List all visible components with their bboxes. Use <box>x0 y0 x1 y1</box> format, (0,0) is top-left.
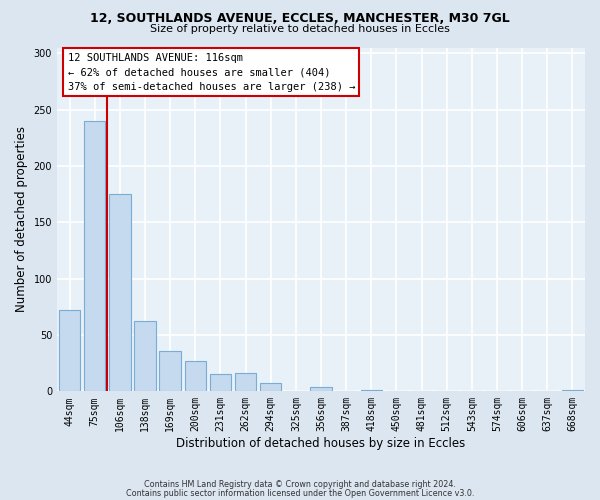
Bar <box>185 361 206 392</box>
Bar <box>134 322 156 392</box>
Bar <box>310 387 332 392</box>
Bar <box>260 384 281 392</box>
Bar <box>84 121 106 392</box>
X-axis label: Distribution of detached houses by size in Eccles: Distribution of detached houses by size … <box>176 437 466 450</box>
Text: 12 SOUTHLANDS AVENUE: 116sqm
← 62% of detached houses are smaller (404)
37% of s: 12 SOUTHLANDS AVENUE: 116sqm ← 62% of de… <box>68 52 355 92</box>
Text: Contains HM Land Registry data © Crown copyright and database right 2024.: Contains HM Land Registry data © Crown c… <box>144 480 456 489</box>
Bar <box>59 310 80 392</box>
Bar <box>109 194 131 392</box>
Text: Size of property relative to detached houses in Eccles: Size of property relative to detached ho… <box>150 24 450 34</box>
Bar <box>562 390 583 392</box>
Bar <box>235 374 256 392</box>
Y-axis label: Number of detached properties: Number of detached properties <box>15 126 28 312</box>
Bar <box>210 374 231 392</box>
Bar <box>361 390 382 392</box>
Text: Contains public sector information licensed under the Open Government Licence v3: Contains public sector information licen… <box>126 488 474 498</box>
Bar <box>160 350 181 392</box>
Text: 12, SOUTHLANDS AVENUE, ECCLES, MANCHESTER, M30 7GL: 12, SOUTHLANDS AVENUE, ECCLES, MANCHESTE… <box>90 12 510 26</box>
